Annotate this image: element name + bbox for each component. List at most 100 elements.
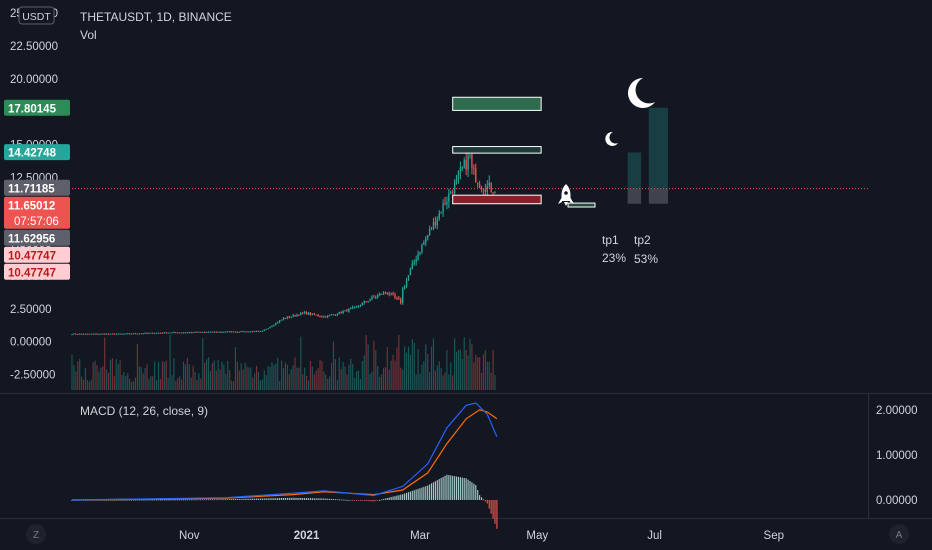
candle-body <box>394 294 396 298</box>
volume-bar <box>400 367 402 390</box>
price-tick-label: 0.00000 <box>10 337 52 349</box>
volume-bar <box>244 362 246 390</box>
time-tick-label: Nov <box>179 530 200 542</box>
volume-bar <box>227 360 229 390</box>
macd-pane[interactable] <box>71 402 498 529</box>
macd-histogram-bar <box>290 497 292 500</box>
macd-histogram-bar <box>350 499 352 501</box>
volume-bar <box>261 379 263 390</box>
target-stop-box[interactable] <box>648 188 669 204</box>
volume-bar <box>229 370 231 390</box>
volume-bar <box>336 379 338 390</box>
macd-histogram-bar <box>307 498 310 500</box>
volume-bar <box>321 361 323 390</box>
macd-histogram-bar <box>348 499 350 501</box>
volume-bar <box>384 367 386 390</box>
candle-body <box>475 168 477 183</box>
candle-body <box>413 261 415 264</box>
macd-histogram-bar <box>129 499 131 501</box>
zone-rectangle[interactable] <box>452 96 542 111</box>
volume-bar <box>92 362 94 390</box>
time-axis[interactable]: Nov 2021 Mar May Jul Sep <box>179 530 784 542</box>
candle-body <box>98 333 100 335</box>
candle-body <box>253 331 256 333</box>
candle-body <box>121 333 123 335</box>
macd-histogram-bar <box>357 499 360 501</box>
candle-body <box>163 332 165 334</box>
candle-body <box>421 244 423 253</box>
auto-scale-button[interactable] <box>889 524 909 544</box>
volume-bar <box>119 360 121 390</box>
candle-body <box>432 221 435 230</box>
macd-histogram-bar <box>244 498 246 500</box>
candle-body <box>192 332 194 334</box>
volume-bar <box>344 366 346 390</box>
macd-histogram-bar <box>484 499 486 502</box>
macd-histogram-bar <box>390 497 392 500</box>
macd-histogram-bar <box>106 499 108 501</box>
candle-body <box>377 295 379 297</box>
volume-bar <box>213 360 215 390</box>
volume-bar <box>471 343 473 390</box>
candle-body <box>263 329 265 331</box>
volume-bar <box>179 376 181 390</box>
candle-body <box>282 318 285 320</box>
macd-histogram-bar <box>131 499 133 501</box>
macd-axis[interactable]: 2.00000 1.00000 0.00000 <box>876 405 918 507</box>
macd-histogram-bar <box>323 498 325 500</box>
volume-bar <box>404 346 406 390</box>
target-stop-box[interactable] <box>627 188 642 204</box>
macd-histogram-bar <box>327 498 329 500</box>
macd-histogram-bar <box>359 499 361 501</box>
volume-bar <box>129 378 131 390</box>
candle-body <box>171 332 173 334</box>
volume-bar <box>319 359 321 390</box>
candle-body <box>154 333 156 335</box>
macd-histogram-bar <box>196 499 198 501</box>
zone-rectangle[interactable] <box>452 194 542 205</box>
volume-bar <box>329 376 331 390</box>
target-boxes[interactable] <box>627 107 669 204</box>
macd-histogram-bar <box>379 499 381 501</box>
candle-body <box>442 203 444 213</box>
macd-histogram-bar <box>159 499 162 501</box>
macd-histogram-bar <box>459 477 461 500</box>
macd-histogram-bar <box>125 499 127 501</box>
volume-bar <box>250 367 252 390</box>
volume-bar <box>465 349 467 390</box>
macd-histogram-bar <box>265 498 267 500</box>
zone-rectangle[interactable] <box>452 146 542 154</box>
volume-bar <box>181 379 183 390</box>
log-scale-button[interactable] <box>26 524 46 544</box>
macd-histogram-bar <box>398 495 400 500</box>
candle-body <box>219 331 221 333</box>
target-profit-box[interactable] <box>648 107 669 189</box>
target-profit-box[interactable] <box>627 152 642 189</box>
zone-rectangle[interactable] <box>567 202 596 208</box>
candle-body <box>127 333 129 335</box>
candle-body <box>111 333 114 335</box>
volume-bar <box>121 375 123 390</box>
volume-bar <box>304 367 306 390</box>
macd-histogram-bar <box>315 498 317 500</box>
drawing-zones[interactable] <box>452 96 596 208</box>
price-axis-label-text: 17.80145 <box>8 103 57 115</box>
volume-bar <box>444 372 446 390</box>
currency-badge[interactable] <box>18 6 55 25</box>
candle-body <box>177 332 179 334</box>
candle-body <box>400 299 402 304</box>
macd-histogram-bar <box>455 476 458 500</box>
volume-bar <box>317 368 319 390</box>
volume-bar <box>419 373 421 390</box>
candle-body <box>344 310 346 312</box>
macd-tick-label: 2.00000 <box>876 405 918 417</box>
candle-body <box>123 333 125 335</box>
price-axis-label-text: 11.62956 <box>8 233 55 245</box>
candle-body <box>242 331 244 333</box>
candle-body <box>198 331 200 333</box>
macd-histogram-bar <box>250 498 252 500</box>
macd-histogram-bar <box>461 477 463 500</box>
price-axis-label <box>4 246 70 263</box>
